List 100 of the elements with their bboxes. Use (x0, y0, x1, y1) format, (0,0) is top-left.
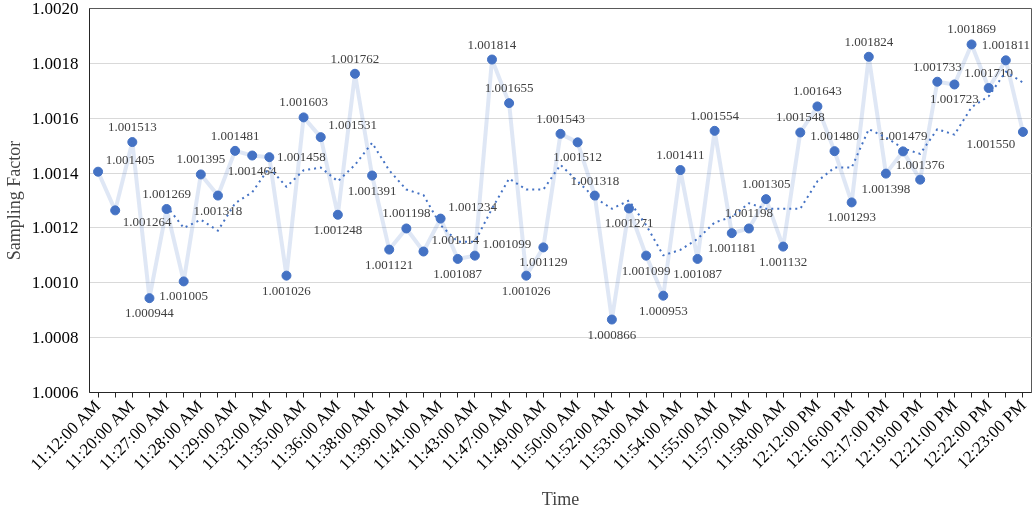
point (658, 290, 669, 301)
point (418, 246, 429, 257)
data-label: 1.001087 (673, 265, 723, 281)
point (452, 253, 463, 264)
point (709, 125, 720, 136)
data-label: 1.001398 (861, 180, 911, 196)
point (281, 270, 292, 281)
x-axis-title: Time (541, 488, 580, 509)
point (726, 228, 737, 239)
point (880, 168, 891, 179)
point (538, 242, 549, 253)
y-tick-label: 1.0018 (31, 53, 79, 73)
data-label: 1.001376 (895, 156, 946, 172)
data-label: 1.001481 (210, 127, 260, 143)
point (846, 197, 857, 208)
data-label: 1.001087 (433, 265, 483, 281)
point (692, 253, 703, 264)
data-label: 1.001026 (262, 282, 312, 298)
point (761, 194, 772, 205)
data-label: 1.000944 (125, 305, 175, 321)
data-label: 1.000866 (587, 326, 637, 342)
data-label: 1.001479 (878, 128, 928, 144)
y-tick-label: 1.0012 (31, 218, 79, 238)
point (264, 152, 275, 163)
data-label: 1.001305 (741, 176, 791, 192)
point (572, 137, 583, 148)
data-label: 1.001405 (105, 151, 155, 167)
y-tick-label: 1.0016 (31, 108, 79, 128)
data-label: 1.001391 (347, 182, 397, 198)
data-label: 1.001099 (482, 235, 532, 251)
data-label: 1.001655 (484, 80, 534, 96)
point (521, 270, 532, 281)
y-tick-label: 1.0020 (31, 0, 79, 18)
point (367, 170, 378, 181)
data-label: 1.001513 (107, 119, 157, 135)
point (915, 174, 926, 185)
data-label: 1.001543 (536, 110, 585, 126)
data-label: 1.001132 (759, 253, 808, 269)
data-label: 1.000953 (638, 302, 688, 318)
point (212, 190, 223, 201)
point (349, 68, 360, 79)
point (624, 203, 635, 214)
y-tick-label: 1.0014 (31, 163, 79, 183)
point (589, 190, 600, 201)
point (298, 112, 309, 123)
data-label: 1.001762 (330, 50, 380, 66)
point (829, 146, 840, 157)
point (247, 150, 258, 161)
point (641, 250, 652, 261)
data-label: 1.001318 (570, 172, 620, 188)
point (332, 209, 343, 220)
data-label: 1.001824 (844, 33, 894, 49)
y-tick-label: 1.0010 (31, 273, 79, 293)
point (743, 223, 754, 234)
data-label: 1.001248 (313, 221, 363, 237)
data-label: 1.001005 (159, 288, 209, 304)
data-label: 1.001198 (724, 205, 774, 221)
data-label: 1.001114 (431, 231, 480, 247)
point (555, 128, 566, 139)
data-label: 1.001411 (656, 147, 705, 163)
point (195, 169, 206, 180)
data-label: 1.001121 (365, 256, 414, 272)
point (230, 145, 241, 156)
point (606, 314, 617, 325)
data-label: 1.001548 (775, 109, 825, 125)
data-label: 1.001554 (690, 107, 740, 123)
data-label: 1.001550 (966, 135, 1016, 151)
point (983, 83, 994, 94)
point (966, 39, 977, 50)
data-label: 1.001480 (810, 128, 859, 144)
point (93, 166, 104, 177)
point (144, 293, 155, 304)
data-label: 1.001643 (793, 83, 842, 99)
point (863, 51, 874, 62)
point (127, 137, 138, 148)
y-tick-label: 1.0008 (31, 328, 79, 348)
data-label: 1.001026 (501, 282, 552, 298)
point (315, 132, 326, 143)
data-label: 1.001811 (981, 37, 1030, 53)
data-label: 1.001395 (176, 151, 226, 167)
point (504, 98, 515, 109)
y-tick-label: 1.0006 (31, 383, 79, 402)
data-label: 1.001269 (142, 186, 191, 201)
data-label: 1.001512 (553, 149, 602, 165)
y-axis-title: Sampling Factor (3, 140, 24, 261)
point (778, 241, 789, 252)
data-label: 1.001603 (279, 94, 328, 110)
point (898, 146, 909, 157)
point (949, 79, 960, 90)
data-label: 1.001181 (707, 240, 756, 256)
data-label: 1.001531 (328, 117, 378, 133)
data-label: 1.001723 (930, 91, 979, 107)
data-label: 1.001733 (912, 58, 962, 74)
point (1000, 55, 1011, 66)
point (469, 250, 480, 261)
data-label: 1.001234 (448, 198, 498, 214)
data-label: 1.001099 (621, 262, 671, 278)
data-label: 1.001318 (193, 202, 243, 218)
point (812, 101, 823, 112)
data-label: 1.001129 (519, 254, 568, 270)
